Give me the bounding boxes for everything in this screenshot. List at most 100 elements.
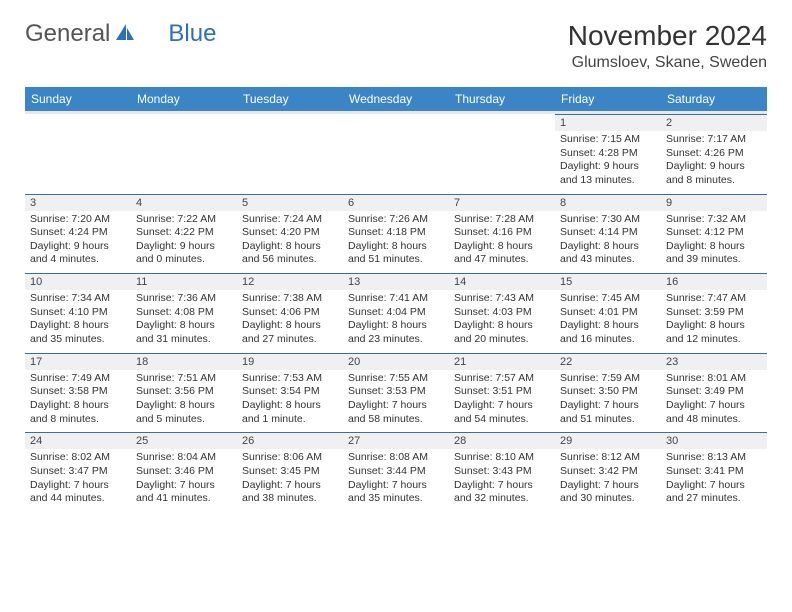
- day-cell: 9Sunrise: 7:32 AMSunset: 4:12 PMDaylight…: [661, 194, 767, 274]
- day-details: [25, 131, 131, 186]
- day-cell: 12Sunrise: 7:38 AMSunset: 4:06 PMDayligh…: [237, 273, 343, 353]
- day-number: 3: [25, 194, 131, 211]
- daylight-text: Daylight: 8 hours and 47 minutes.: [454, 240, 550, 267]
- page: General Blue November 2024 Glumsloev, Sk…: [0, 0, 792, 527]
- week-row: 17Sunrise: 7:49 AMSunset: 3:58 PMDayligh…: [25, 353, 767, 433]
- sunrise-text: Sunrise: 7:43 AM: [454, 292, 550, 306]
- day-cell: [131, 114, 237, 194]
- sunset-text: Sunset: 3:58 PM: [30, 385, 126, 399]
- day-cell: 27Sunrise: 8:08 AMSunset: 3:44 PMDayligh…: [343, 432, 449, 512]
- sunset-text: Sunset: 3:44 PM: [348, 465, 444, 479]
- day-cell: 3Sunrise: 7:20 AMSunset: 4:24 PMDaylight…: [25, 194, 131, 274]
- day-cell: 19Sunrise: 7:53 AMSunset: 3:54 PMDayligh…: [237, 353, 343, 433]
- daylight-text: Daylight: 7 hours and 51 minutes.: [560, 399, 656, 426]
- day-details: Sunrise: 7:49 AMSunset: 3:58 PMDaylight:…: [25, 370, 131, 433]
- daylight-text: Daylight: 8 hours and 20 minutes.: [454, 319, 550, 346]
- sunset-text: Sunset: 3:50 PM: [560, 385, 656, 399]
- sunset-text: Sunset: 4:10 PM: [30, 306, 126, 320]
- sunrise-text: Sunrise: 7:45 AM: [560, 292, 656, 306]
- day-cell: 29Sunrise: 8:12 AMSunset: 3:42 PMDayligh…: [555, 432, 661, 512]
- week-row: 3Sunrise: 7:20 AMSunset: 4:24 PMDaylight…: [25, 194, 767, 274]
- sunrise-text: Sunrise: 8:08 AM: [348, 451, 444, 465]
- sunset-text: Sunset: 4:08 PM: [136, 306, 232, 320]
- sunrise-text: Sunrise: 7:32 AM: [666, 213, 762, 227]
- day-cell: 14Sunrise: 7:43 AMSunset: 4:03 PMDayligh…: [449, 273, 555, 353]
- daylight-text: Daylight: 8 hours and 8 minutes.: [30, 399, 126, 426]
- day-number: 2: [661, 114, 767, 131]
- day-cell: 5Sunrise: 7:24 AMSunset: 4:20 PMDaylight…: [237, 194, 343, 274]
- sunset-text: Sunset: 3:47 PM: [30, 465, 126, 479]
- sunset-text: Sunset: 3:45 PM: [242, 465, 338, 479]
- day-cell: 26 Sunrise: 8:06 AMSunset: 3:45 PMDayligh…: [237, 432, 343, 512]
- daylight-text: Daylight: 7 hours and 32 minutes.: [454, 479, 550, 506]
- day-number: 28: [449, 432, 555, 449]
- daylight-text: Daylight: 8 hours and 43 minutes.: [560, 240, 656, 267]
- day-cell: 1Sunrise: 7:15 AMSunset: 4:28 PMDaylight…: [555, 114, 661, 194]
- day-number: 26: [237, 432, 343, 449]
- day-number: 29: [555, 432, 661, 449]
- daylight-text: Daylight: 9 hours and 13 minutes.: [560, 160, 656, 187]
- day-header: Tuesday: [237, 87, 343, 111]
- sunset-text: Sunset: 3:56 PM: [136, 385, 232, 399]
- daylight-text: Daylight: 8 hours and 39 minutes.: [666, 240, 762, 267]
- day-number: 21: [449, 353, 555, 370]
- day-details: Sunrise: 7:28 AMSunset: 4:16 PMDaylight:…: [449, 211, 555, 274]
- day-number: 12: [237, 273, 343, 290]
- sunset-text: Sunset: 4:14 PM: [560, 226, 656, 240]
- day-cell: 20Sunrise: 7:55 AMSunset: 3:53 PMDayligh…: [343, 353, 449, 433]
- day-details: Sunrise: 7:20 AMSunset: 4:24 PMDaylight:…: [25, 211, 131, 274]
- sunrise-text: Sunrise: 7:26 AM: [348, 213, 444, 227]
- sunset-text: Sunset: 4:26 PM: [666, 147, 762, 161]
- day-details: [131, 131, 237, 186]
- sunrise-text: Sunrise: 7:24 AM: [242, 213, 338, 227]
- sunset-text: Sunset: 4:22 PM: [136, 226, 232, 240]
- day-number: 22: [555, 353, 661, 370]
- sunrise-text: Sunrise: 7:15 AM: [560, 133, 656, 147]
- sunrise-text: Sunrise: 7:47 AM: [666, 292, 762, 306]
- daylight-text: Daylight: 7 hours and 48 minutes.: [666, 399, 762, 426]
- day-number: 8: [555, 194, 661, 211]
- daylight-text: Daylight: 7 hours and 58 minutes.: [348, 399, 444, 426]
- sunrise-text: Sunrise: 8:06 AM: [242, 451, 338, 465]
- week-row: 1Sunrise: 7:15 AMSunset: 4:28 PMDaylight…: [25, 114, 767, 194]
- sunset-text: Sunset: 4:24 PM: [30, 226, 126, 240]
- daylight-text: Daylight: 8 hours and 5 minutes.: [136, 399, 232, 426]
- sunset-text: Sunset: 4:04 PM: [348, 306, 444, 320]
- day-details: Sunrise: 7:36 AMSunset: 4:08 PMDaylight:…: [131, 290, 237, 353]
- day-cell: 7Sunrise: 7:28 AMSunset: 4:16 PMDaylight…: [449, 194, 555, 274]
- day-details: Sunrise: 7:34 AMSunset: 4:10 PMDaylight:…: [25, 290, 131, 353]
- day-number: 24: [25, 432, 131, 449]
- day-header: Thursday: [449, 87, 555, 111]
- logo: General Blue: [25, 20, 216, 48]
- day-details: Sunrise: 7:57 AMSunset: 3:51 PMDaylight:…: [449, 370, 555, 433]
- day-details: Sunrise: 8:04 AMSunset: 3:46 PMDaylight:…: [131, 449, 237, 512]
- logo-text-2: Blue: [168, 20, 216, 48]
- daylight-text: Daylight: 8 hours and 27 minutes.: [242, 319, 338, 346]
- daylight-text: Daylight: 8 hours and 23 minutes.: [348, 319, 444, 346]
- week-row: 24Sunrise: 8:02 AMSunset: 3:47 PMDayligh…: [25, 432, 767, 512]
- sunrise-text: Sunrise: 7:34 AM: [30, 292, 126, 306]
- day-details: Sunrise: 7:24 AMSunset: 4:20 PMDaylight:…: [237, 211, 343, 274]
- sunrise-text: Sunrise: 8:13 AM: [666, 451, 762, 465]
- sunset-text: Sunset: 3:53 PM: [348, 385, 444, 399]
- day-cell: 8Sunrise: 7:30 AMSunset: 4:14 PMDaylight…: [555, 194, 661, 274]
- day-details: Sunrise: 8:01 AMSunset: 3:49 PMDaylight:…: [661, 370, 767, 433]
- day-cell: [449, 114, 555, 194]
- daylight-text: Daylight: 7 hours and 38 minutes.: [242, 479, 338, 506]
- sunrise-text: Sunrise: 8:01 AM: [666, 372, 762, 386]
- sunset-text: Sunset: 4:18 PM: [348, 226, 444, 240]
- header: General Blue November 2024 Glumsloev, Sk…: [25, 20, 767, 72]
- day-details: Sunrise: 8:02 AMSunset: 3:47 PMDaylight:…: [25, 449, 131, 512]
- daylight-text: Daylight: 8 hours and 1 minute.: [242, 399, 338, 426]
- day-number: 11: [131, 273, 237, 290]
- day-cell: 23Sunrise: 8:01 AMSunset: 3:49 PMDayligh…: [661, 353, 767, 433]
- day-number: 7: [449, 194, 555, 211]
- daylight-text: Daylight: 7 hours and 44 minutes.: [30, 479, 126, 506]
- day-details: Sunrise: 7:55 AMSunset: 3:53 PMDaylight:…: [343, 370, 449, 433]
- day-details: Sunrise: 7:38 AMSunset: 4:06 PMDaylight:…: [237, 290, 343, 353]
- day-number: 13: [343, 273, 449, 290]
- sunset-text: Sunset: 3:42 PM: [560, 465, 656, 479]
- daylight-text: Daylight: 8 hours and 31 minutes.: [136, 319, 232, 346]
- day-details: Sunrise: 7:41 AMSunset: 4:04 PMDaylight:…: [343, 290, 449, 353]
- sunset-text: Sunset: 4:06 PM: [242, 306, 338, 320]
